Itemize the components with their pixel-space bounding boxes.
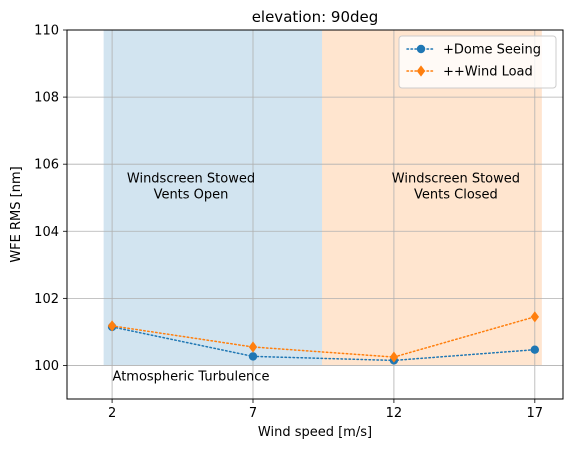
x-tick-label: 17 xyxy=(527,406,544,421)
y-axis-label: WFE RMS [nm] xyxy=(9,166,24,262)
data-point xyxy=(248,341,258,353)
plot-frame xyxy=(66,29,564,400)
annotation-text: Atmospheric Turbulence xyxy=(113,370,270,385)
series-line xyxy=(111,326,536,362)
legend-label: ++Wind Load xyxy=(443,65,533,80)
y-tick-label: 100 xyxy=(34,359,59,374)
region-label-2-line-2: Vents Closed xyxy=(414,188,498,203)
series-2 xyxy=(107,311,540,363)
x-axis-label: Wind speed [m/s] xyxy=(258,425,372,440)
x-tick-label: 2 xyxy=(108,406,116,421)
y-tick-label: 106 xyxy=(34,158,59,173)
legend-label: +Dome Seeing xyxy=(443,43,541,58)
legend: +Dome Seeing ++Wind Load xyxy=(398,35,557,89)
chart-title: elevation: 90deg xyxy=(252,8,379,26)
legend-item-2: ++Wind Load xyxy=(406,65,533,80)
x-tick-label: 12 xyxy=(386,406,403,421)
region-label-2-line-1: Windscreen Stowed xyxy=(392,172,520,187)
y-tick-label: 104 xyxy=(34,225,59,240)
data-point xyxy=(107,320,117,332)
series-line xyxy=(111,316,536,358)
data-point xyxy=(248,352,258,361)
legend-marker xyxy=(416,44,426,54)
legend-marker xyxy=(416,65,426,77)
y-tick-label: 108 xyxy=(34,91,59,106)
data-point xyxy=(530,345,540,354)
series-group xyxy=(107,311,540,365)
x-tick-label: 7 xyxy=(249,406,257,421)
shaded-region-1 xyxy=(103,30,323,366)
legend-box xyxy=(398,35,557,89)
region-label-1-line-2: Vents Open xyxy=(154,188,229,203)
data-point xyxy=(530,311,540,323)
legend-item-1: +Dome Seeing xyxy=(406,43,541,58)
y-tick-label: 110 xyxy=(34,24,59,39)
shaded-regions xyxy=(103,30,542,366)
y-tick-label: 102 xyxy=(34,292,59,307)
data-point xyxy=(389,351,399,363)
annotations: Atmospheric Turbulence xyxy=(113,370,270,385)
region-label-1-line-1: Windscreen Stowed xyxy=(127,172,255,187)
ticks: 2 7 12 17 100 102 104 106 108 110 xyxy=(34,24,543,422)
